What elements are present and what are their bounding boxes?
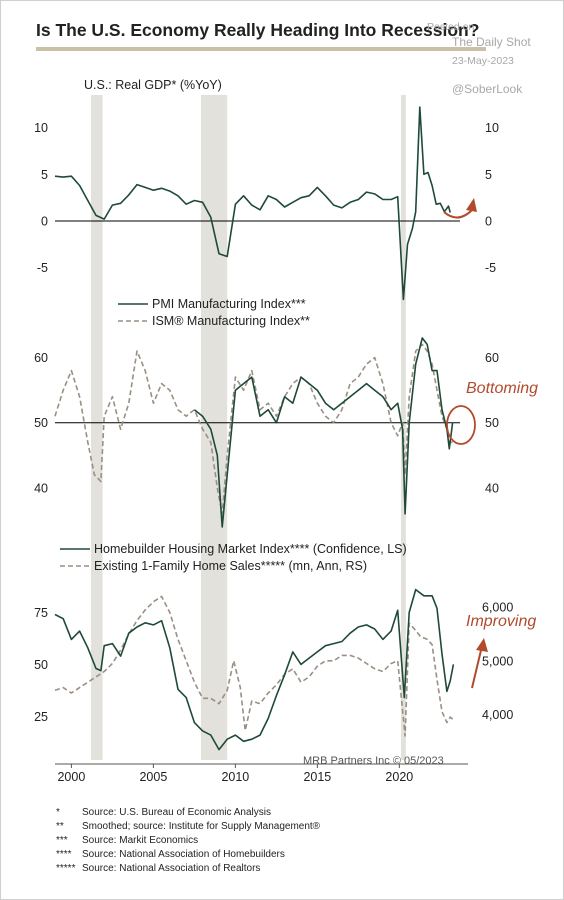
footnote-row: * Source: U.S. Bureau of Economic Analysi… — [56, 806, 320, 820]
footnote-marker: ** — [56, 821, 64, 832]
x-tick-2: 2010 — [221, 770, 249, 784]
footnote-marker: **** — [56, 849, 72, 860]
series-line-1-1 — [54, 343, 453, 515]
y-tick-right-2-0: 6,000 — [482, 601, 513, 615]
x-tick-4: 2020 — [385, 770, 413, 784]
y-tick-left-2-0: 75 — [34, 606, 48, 620]
title-underline — [36, 47, 486, 51]
x-tick-1: 2005 — [139, 770, 167, 784]
page-title: Is The U.S. Economy Really Heading Into … — [36, 20, 480, 40]
y-tick-right-1-1: 50 — [485, 416, 499, 430]
footnote-row: ** Smoothed; source: Institute for Supply… — [56, 820, 320, 834]
footnote-text: Source: National Association of Homebuil… — [82, 849, 285, 860]
series-line-1-0 — [193, 337, 454, 528]
y-tick-left-2-1: 50 — [34, 658, 48, 672]
legend-label-pmi: PMI Manufacturing Index*** — [152, 297, 306, 311]
gdp-arrow-curve — [443, 209, 473, 219]
improving-label: Improving — [466, 613, 536, 630]
y-tick-right-1-0: 60 — [485, 351, 499, 365]
series-line-2-0 — [54, 588, 455, 751]
x-tick-0: 2000 — [57, 770, 85, 784]
series-line-0-0 — [54, 106, 451, 301]
legend-label-home-sales: Existing 1-Family Home Sales***** (mn, A… — [94, 559, 367, 573]
x-tick-3: 2015 — [303, 770, 331, 784]
bottoming-circle — [446, 405, 476, 445]
y-tick-right-2-1: 5,000 — [482, 654, 513, 668]
recession-band-1 — [200, 95, 228, 760]
bottoming-label: Bottoming — [466, 380, 538, 397]
watermark-date: 23-May-2023 — [452, 55, 514, 67]
y-tick-left-0-0: 10 — [34, 121, 48, 135]
y-tick-right-0-1: 5 — [485, 168, 492, 182]
recession-band-0 — [91, 95, 103, 760]
footnote-text: Source: U.S. Bureau of Economic Analysis — [82, 807, 271, 818]
gdp-panel-title: U.S.: Real GDP* (%YoY) — [84, 78, 222, 92]
watermark-handle: @SoberLook — [452, 82, 523, 96]
footnote-text: Source: Markit Economics — [82, 835, 199, 846]
source-credit: MRB Partners Inc © 05/2023 — [303, 755, 444, 767]
y-tick-right-0-3: -5 — [485, 261, 496, 275]
y-tick-right-0-0: 10 — [485, 121, 499, 135]
recession-band-2 — [400, 95, 406, 760]
footnote-marker: * — [56, 807, 60, 818]
series-line-2-1 — [54, 595, 454, 737]
y-tick-left-0-1: 5 — [41, 168, 48, 182]
footnote-row: *** Source: Markit Economics — [56, 834, 320, 848]
y-tick-right-2-2: 4,000 — [482, 708, 513, 722]
footnote-text: Source: National Association of Realtors — [82, 863, 261, 874]
y-tick-left-1-1: 50 — [34, 416, 48, 430]
improving-arrow-head — [476, 638, 488, 652]
watermark-site: The Daily Shot — [452, 35, 531, 49]
footnote-marker: ***** — [56, 863, 76, 874]
legend-label-homebuilder: Homebuilder Housing Market Index**** (Co… — [94, 542, 407, 556]
y-tick-left-1-0: 60 — [34, 351, 48, 365]
y-tick-left-0-2: 0 — [41, 215, 48, 229]
footnotes: * Source: U.S. Bureau of Economic Analysi… — [56, 806, 320, 876]
y-tick-right-1-2: 40 — [485, 481, 499, 495]
improving-arrow-shaft — [471, 645, 483, 689]
y-tick-left-0-3: -5 — [37, 261, 48, 275]
watermark-posted: Posted on — [427, 21, 475, 33]
footnote-marker: *** — [56, 835, 68, 846]
footnote-text: Smoothed; source: Institute for Supply M… — [82, 821, 321, 832]
footnote-row: **** Source: National Association of Home… — [56, 848, 320, 862]
y-tick-left-1-2: 40 — [34, 481, 48, 495]
footnote-row: ***** Source: National Association of Rea… — [56, 862, 320, 876]
gdp-arrow-head — [466, 198, 477, 212]
legend-label-ism: ISM® Manufacturing Index** — [152, 314, 310, 328]
y-tick-left-2-2: 25 — [34, 710, 48, 724]
y-tick-right-0-2: 0 — [485, 215, 492, 229]
